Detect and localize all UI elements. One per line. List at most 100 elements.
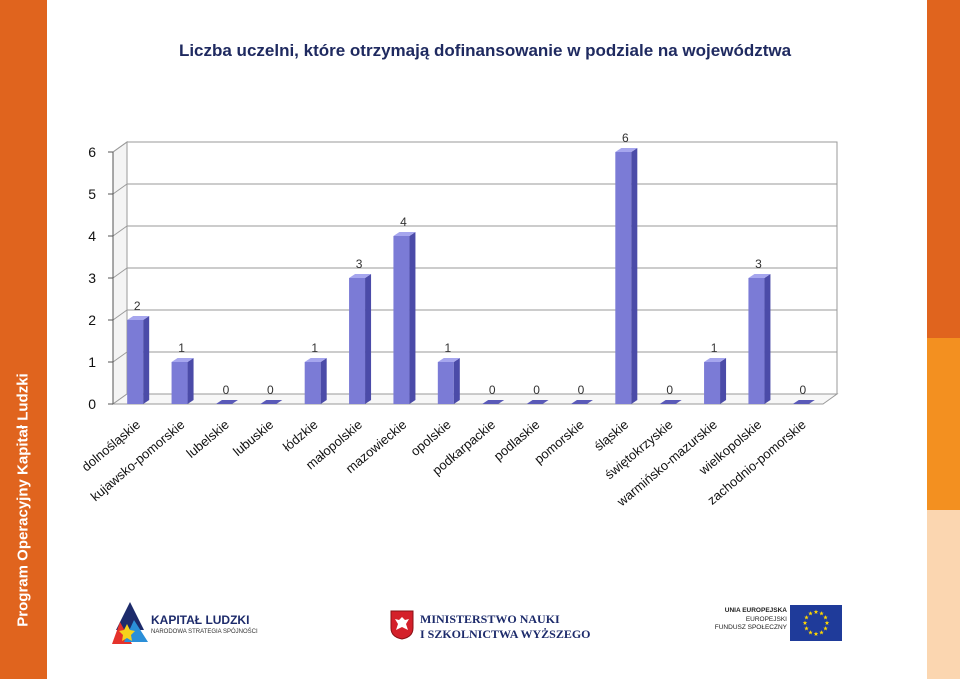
bar-side bbox=[720, 358, 727, 404]
data-label: 0 bbox=[578, 383, 585, 397]
bar-side bbox=[187, 358, 194, 404]
bar-zero bbox=[526, 400, 549, 404]
eu-star bbox=[808, 630, 813, 635]
bar bbox=[304, 362, 321, 404]
bar-side bbox=[143, 316, 150, 404]
bar-top bbox=[393, 232, 416, 236]
bar bbox=[393, 236, 410, 404]
bar-top bbox=[349, 274, 372, 278]
gridline-side bbox=[112, 183, 128, 195]
bar bbox=[704, 362, 721, 404]
y-tick-label: 4 bbox=[88, 228, 96, 244]
eu-text: UNIA EUROPEJSKA EUROPEJSKI FUNDUSZ SPOŁE… bbox=[715, 607, 787, 633]
eu-star bbox=[823, 626, 828, 631]
eu-star bbox=[819, 611, 824, 616]
bar bbox=[349, 278, 366, 404]
left-sidebar: Program Operacyjny Kapitał Ludzki bbox=[0, 0, 47, 679]
eu-flag-icon bbox=[790, 605, 842, 641]
bar-side bbox=[631, 148, 638, 404]
eu-line1: UNIA EUROPEJSKA bbox=[724, 607, 787, 614]
bar bbox=[437, 362, 454, 404]
kapital-ludzki-title: KAPITAŁ LUDZKI bbox=[151, 613, 250, 627]
bar-zero bbox=[792, 400, 815, 404]
eu-star bbox=[808, 611, 813, 616]
chart-title: Liczba uczelni, które otrzymają dofinans… bbox=[178, 41, 792, 60]
bar bbox=[127, 320, 144, 404]
bar-top bbox=[171, 358, 194, 362]
bar bbox=[748, 278, 765, 404]
bar bbox=[615, 152, 632, 404]
eu-star bbox=[804, 615, 809, 620]
y-tick-label: 2 bbox=[88, 312, 96, 328]
bar-zero bbox=[482, 400, 505, 404]
eu-logo: UNIA EUROPEJSKA EUROPEJSKI FUNDUSZ SPOŁE… bbox=[690, 604, 845, 644]
right-stripe-dark bbox=[927, 0, 960, 338]
bar-zero bbox=[215, 400, 238, 404]
eu-line3: FUNDUSZ SPOŁECZNY bbox=[714, 624, 787, 631]
x-tick-label: lubelskie bbox=[183, 417, 231, 461]
gridline-side bbox=[112, 309, 128, 321]
bar-zero bbox=[659, 400, 682, 404]
eu-line2: EUROPEJSKI bbox=[745, 615, 787, 623]
data-label: 1 bbox=[711, 341, 718, 355]
gridline-side bbox=[112, 267, 128, 279]
kapital-ludzki-logo: KAPITAŁ LUDZKI NARODOWA STRATEGIA SPÓJNO… bbox=[110, 600, 270, 646]
eu-star bbox=[802, 620, 808, 625]
bar-zero bbox=[570, 400, 593, 404]
data-label: 4 bbox=[400, 215, 407, 229]
data-label: 6 bbox=[622, 131, 629, 145]
bar-chart: 01234562dolnośląskie1kujawsko-pomorskie0… bbox=[79, 131, 839, 510]
data-label: 0 bbox=[799, 383, 806, 397]
bar-top bbox=[127, 316, 150, 320]
data-label: 2 bbox=[134, 299, 141, 313]
data-label: 0 bbox=[533, 383, 540, 397]
bar-top bbox=[304, 358, 327, 362]
data-label: 1 bbox=[444, 341, 451, 355]
data-label: 1 bbox=[311, 341, 318, 355]
x-tick-label: lubuskie bbox=[230, 417, 276, 459]
polish-eagle-emblem-icon bbox=[390, 610, 414, 640]
gridline-side bbox=[112, 141, 128, 153]
bar-side bbox=[764, 274, 771, 404]
bar-side bbox=[320, 358, 327, 404]
eu-star bbox=[813, 631, 819, 636]
data-label: 0 bbox=[666, 383, 673, 397]
bar-side bbox=[453, 358, 460, 404]
kapital-ludzki-emblem-icon bbox=[112, 602, 148, 644]
bar-side bbox=[365, 274, 372, 404]
ministry-logo: MINISTERSTWO NAUKI I SZKOLNICTWA WYŻSZEG… bbox=[390, 610, 620, 646]
bar-top bbox=[704, 358, 727, 362]
bar-top bbox=[437, 358, 460, 362]
eu-star bbox=[823, 615, 828, 620]
data-label: 0 bbox=[489, 383, 496, 397]
gridline-side bbox=[112, 225, 128, 237]
eu-star bbox=[819, 630, 824, 635]
bar-zero bbox=[260, 400, 283, 404]
right-stripe-light bbox=[927, 510, 960, 679]
y-tick-label: 3 bbox=[88, 270, 96, 286]
y-tick-label: 5 bbox=[88, 186, 96, 202]
ministry-name-line2: I SZKOLNICTWA WYŻSZEGO bbox=[420, 627, 591, 641]
bar-side bbox=[409, 232, 416, 404]
data-label: 0 bbox=[267, 383, 274, 397]
x-tick-label: łódzkie bbox=[280, 417, 321, 455]
bar-top bbox=[615, 148, 638, 152]
data-label: 3 bbox=[755, 257, 762, 271]
eu-star bbox=[824, 620, 830, 625]
data-label: 0 bbox=[223, 383, 230, 397]
data-label: 1 bbox=[178, 341, 185, 355]
eu-star bbox=[804, 626, 809, 631]
y-tick-label: 1 bbox=[88, 354, 96, 370]
y-tick-label: 6 bbox=[88, 144, 96, 160]
x-tick-label: pomorskie bbox=[531, 417, 587, 467]
y-tick-label: 0 bbox=[88, 396, 96, 412]
ministry-name-line1: MINISTERSTWO NAUKI bbox=[420, 612, 560, 626]
bar-top bbox=[748, 274, 771, 278]
data-label: 3 bbox=[356, 257, 363, 271]
bar bbox=[171, 362, 188, 404]
x-tick-label: śląskie bbox=[591, 417, 631, 454]
gridline-side bbox=[112, 351, 128, 363]
kapital-ludzki-subtitle: NARODOWA STRATEGIA SPÓJNOŚCI bbox=[151, 629, 258, 635]
right-stripe-mid bbox=[927, 338, 960, 510]
eu-star bbox=[813, 609, 819, 614]
